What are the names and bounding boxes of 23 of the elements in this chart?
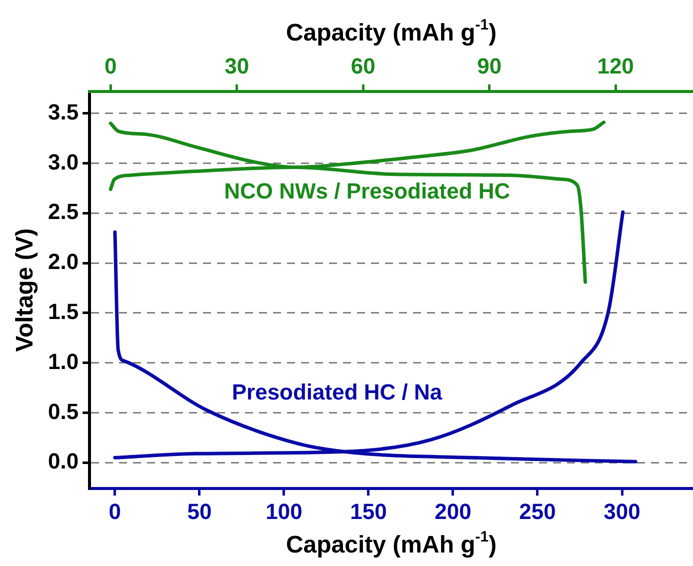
y-tick-label: 2.5 [48,199,79,224]
x-tick-label: 300 [604,498,640,524]
x2-tick-label: 90 [477,53,502,78]
x-tick-label: 50 [187,498,212,524]
x-tick-label: 250 [519,498,556,524]
x2-tick-label: 60 [350,53,376,78]
y-tick-label: 1.0 [48,348,79,374]
y-tick-label: 3.5 [48,99,79,124]
x-tick-label: 200 [434,498,472,524]
annotation: Presodiated HC / Na [232,379,443,404]
y-axis-title: Voltage (V) [12,228,39,352]
x2-tick-label: 120 [597,53,634,78]
y-tick-label: 1.5 [48,299,79,324]
annotation: NCO NWs / Presodiated HC [224,178,510,204]
x2-tick-label: 30 [224,53,250,78]
x-tick-label: 100 [266,498,302,524]
y-tick-label: 3.0 [48,149,79,174]
y-tick-label: 0.0 [48,448,79,474]
x2-tick-label: 0 [104,53,117,78]
y-tick-label: 2.0 [48,249,79,274]
x-tick-label: 0 [108,498,122,524]
y-tick-label: 0.5 [48,398,79,424]
x-tick-label: 150 [350,498,387,524]
